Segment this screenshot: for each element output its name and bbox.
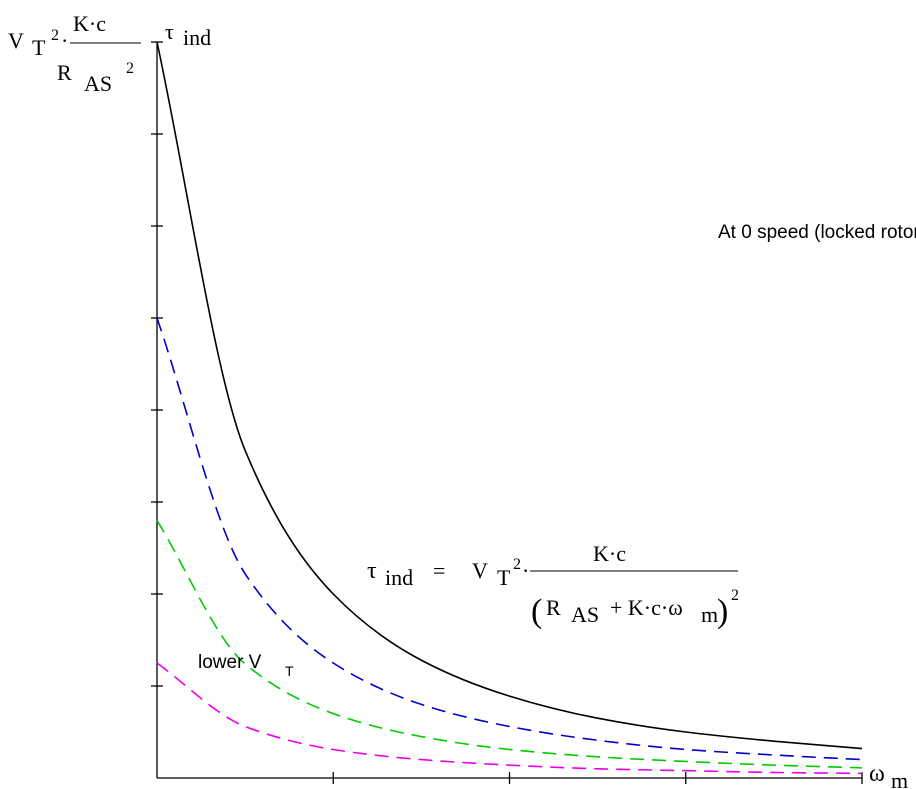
eq-factor-sub: T: [497, 565, 511, 590]
eq-equals: =: [433, 558, 445, 583]
y-top-factor-sup: 2: [51, 27, 59, 44]
lower-vt-sub: T: [285, 663, 294, 679]
eq-dot: ·: [522, 558, 529, 583]
x-axis-label-base: ω: [869, 761, 885, 787]
y-top-denominator-sub: AS: [84, 71, 112, 96]
lower-vt-text: lower V: [198, 652, 262, 673]
series-line-2: [156, 317, 863, 761]
y-top-denominator-r: R: [57, 60, 72, 85]
y-top-numerator: K·c: [73, 11, 106, 36]
locked-rotor-annotation: At 0 speed (locked rotor): [718, 222, 916, 243]
eq-lhs-sub: ind: [385, 565, 413, 590]
y-top-factor-v: V: [8, 28, 24, 53]
series-curves: [156, 41, 863, 775]
eq-lhs-tau: τ: [367, 558, 377, 584]
x-axis-label-sub: m: [891, 768, 908, 789]
y-axis-label-base: τ: [165, 19, 174, 44]
eq-numerator: K·c: [593, 541, 626, 566]
lower-vt-annotation: lower V T: [198, 652, 294, 679]
y-top-factor-sub: T: [32, 35, 46, 60]
series-line-3: [156, 519, 863, 769]
eq-den-close-paren: ): [717, 593, 728, 630]
eq-den-r: R: [546, 595, 561, 620]
torque-equation: τ ind = V T 2 · K·c ( R AS + K·c·ω m ) 2: [367, 541, 739, 630]
eq-den-plus-term: + K·c·ω: [610, 595, 683, 620]
axis-ticks: [151, 41, 863, 784]
x-axis-label: ω m: [869, 761, 908, 789]
eq-factor-sup: 2: [513, 556, 521, 573]
y-axis-label: τ ind: [165, 19, 211, 50]
eq-den-r-sub: AS: [571, 602, 599, 627]
y-top-dot: ·: [61, 28, 68, 53]
y-top-denominator-sup: 2: [126, 60, 134, 77]
series-line-4: [156, 662, 863, 775]
eq-factor-v: V: [472, 558, 488, 583]
y-axis-label-sub: ind: [183, 25, 211, 50]
eq-den-open-paren: (: [531, 593, 542, 630]
eq-den-omega-sub: m: [701, 602, 718, 627]
y-top-value-label: V T 2 · K·c R AS 2: [8, 11, 141, 96]
eq-den-sup: 2: [731, 587, 739, 604]
series-line-1: [156, 41, 863, 750]
